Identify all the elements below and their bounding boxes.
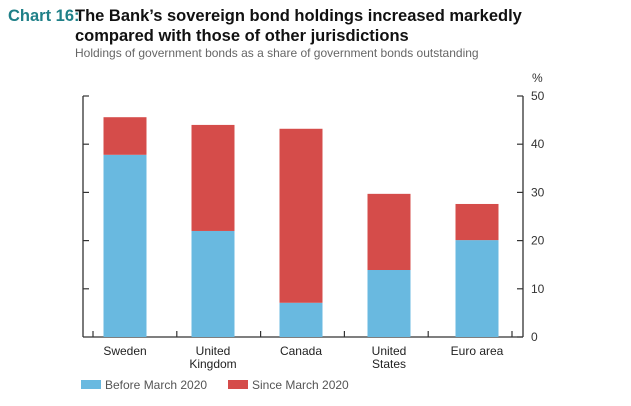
y-tick-label: 20	[531, 234, 545, 248]
bar-segment-before	[279, 302, 323, 337]
bars	[103, 117, 499, 337]
bar-segment-before	[367, 270, 411, 337]
y-axis-unit-label: %	[532, 71, 543, 85]
x-category-label: Sweden	[103, 344, 146, 358]
legend: Before March 2020 Since March 2020	[81, 378, 349, 392]
x-category-label: United	[372, 344, 407, 358]
bar-segment-before	[455, 240, 499, 337]
x-category-label: Canada	[280, 344, 322, 358]
bar-segment-since	[103, 117, 147, 155]
axes: 0 10 20 30 40 50%	[82, 71, 545, 344]
bar-segment-since	[455, 203, 499, 241]
x-category-label: States	[372, 357, 406, 371]
x-category-label: United	[196, 344, 231, 358]
y-tick-label: 0	[531, 330, 538, 344]
bar-segment-since	[191, 124, 235, 231]
chart-subtitle: Holdings of government bonds as a share …	[75, 46, 479, 60]
bar-segment-before	[103, 154, 147, 337]
chart-title: The Bank’s sovereign bond holdings incre…	[75, 7, 522, 45]
legend-label: Since March 2020	[252, 378, 349, 392]
y-tick-label: 40	[531, 137, 545, 151]
y-tick-label: 10	[531, 282, 545, 296]
bar-segment-before	[191, 230, 235, 337]
legend-label: Before March 2020	[105, 378, 207, 392]
chart-number-label: Chart 16:	[8, 7, 80, 25]
x-category-label: Kingdom	[189, 357, 236, 371]
bar-segment-since	[367, 193, 411, 271]
bar-segment-since	[279, 128, 323, 303]
y-tick-label: 50	[531, 89, 545, 103]
y-tick-label: 30	[531, 185, 545, 199]
x-category-label: Euro area	[451, 344, 504, 358]
legend-swatch-since	[228, 380, 248, 389]
legend-swatch-before	[81, 380, 101, 389]
